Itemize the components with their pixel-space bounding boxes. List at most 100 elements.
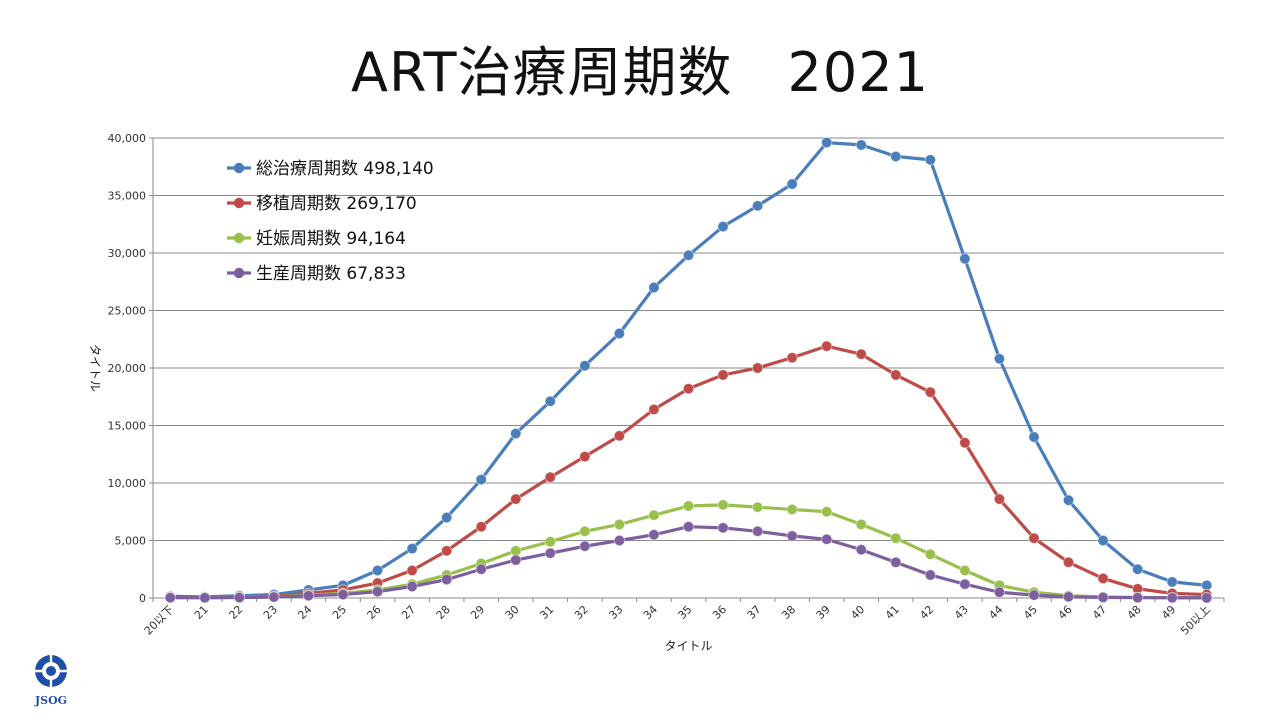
- data-point: [682, 383, 695, 395]
- data-point: [648, 509, 660, 521]
- data-point: [751, 362, 764, 374]
- x-tick-label: 24: [295, 603, 314, 622]
- legend: 総治療周期数 498,140 移植周期数 269,170 妊娠周期数 94,164 生…: [227, 159, 434, 284]
- data-point: [959, 564, 971, 577]
- series-1: [164, 136, 1213, 603]
- jsog-logo: JSOG: [26, 654, 76, 707]
- x-tick-label: 22: [226, 603, 245, 622]
- x-tick-label: 45: [1021, 603, 1040, 622]
- data-point: [993, 586, 1006, 598]
- x-tick-label: 30: [503, 603, 522, 622]
- data-point: [510, 554, 522, 566]
- data-point: [717, 522, 729, 534]
- x-tick-label: 31: [537, 603, 556, 622]
- data-point: [682, 249, 695, 262]
- data-point: [924, 548, 937, 560]
- data-point: [1097, 534, 1109, 547]
- data-point: [475, 521, 487, 533]
- data-point: [786, 503, 798, 516]
- y-tick-label: 0: [139, 592, 146, 605]
- series-4: [164, 521, 1213, 604]
- data-point: [648, 529, 660, 541]
- data-point: [855, 518, 867, 531]
- x-tick-label: 39: [814, 603, 833, 622]
- y-axis-label: タイトル: [88, 344, 102, 392]
- series-lines: [164, 136, 1213, 604]
- x-tick-label: 32: [572, 603, 591, 622]
- x-tick-label: 34: [641, 603, 660, 622]
- data-point: [579, 525, 591, 537]
- data-point: [924, 386, 937, 398]
- x-tick-label: 20以下: [142, 603, 177, 638]
- data-point: [613, 327, 626, 340]
- legend-swatch-marker: [233, 197, 245, 209]
- x-tick-label: 47: [1090, 603, 1109, 622]
- legend-swatch-marker: [233, 232, 245, 244]
- data-point: [786, 178, 798, 190]
- data-point: [1062, 556, 1075, 569]
- data-point: [613, 518, 626, 531]
- data-point: [820, 340, 833, 352]
- x-tick-label: 36: [710, 603, 729, 622]
- x-tick-label: 46: [1056, 603, 1075, 622]
- data-point: [268, 591, 280, 603]
- data-point: [717, 369, 729, 381]
- data-point: [890, 150, 902, 163]
- data-point: [1028, 431, 1040, 443]
- data-point: [371, 564, 384, 577]
- data-point: [786, 530, 798, 542]
- data-point: [751, 200, 764, 212]
- x-tick-label: 25: [330, 603, 349, 622]
- data-point: [579, 450, 591, 463]
- x-tick-label: 43: [952, 603, 971, 622]
- legend-item: 生産周期数 67,833: [227, 264, 406, 284]
- data-point: [959, 253, 971, 265]
- legend-swatch-marker: [233, 162, 245, 174]
- data-point: [682, 500, 695, 512]
- x-tick-label: 33: [606, 603, 625, 622]
- x-tick-label: 21: [192, 603, 211, 622]
- data-point: [1097, 591, 1109, 604]
- y-tick-label: 15,000: [108, 420, 147, 433]
- legend-item: 移植周期数 269,170: [227, 194, 417, 214]
- x-tick-label: 26: [365, 603, 384, 622]
- data-point: [1166, 592, 1178, 604]
- legend-item: 総治療周期数 498,140: [227, 159, 434, 179]
- x-tick-labels: 20以下 21 22 23 24 25 26 27 28 29 30 31 32 33 34 35 36 37 38…: [142, 603, 1213, 638]
- data-point: [959, 437, 971, 449]
- legend-label: 妊娠周期数 94,164: [256, 229, 406, 249]
- data-point: [786, 351, 798, 364]
- data-point: [924, 569, 937, 581]
- legend-item: 妊娠周期数 94,164: [227, 229, 406, 249]
- data-point: [440, 545, 453, 557]
- data-point: [1028, 589, 1040, 601]
- data-point: [648, 281, 660, 294]
- series-2: [164, 340, 1213, 604]
- data-point: [199, 592, 211, 604]
- data-point: [544, 547, 557, 559]
- data-point: [1062, 494, 1075, 506]
- data-point: [717, 220, 729, 233]
- data-point: [579, 360, 591, 372]
- data-point: [510, 427, 522, 440]
- data-point: [1028, 532, 1040, 544]
- x-tick-label: 40: [848, 603, 867, 622]
- data-point: [302, 590, 315, 602]
- y-tick-label: 30,000: [108, 247, 147, 260]
- x-tick-label: 49: [1159, 603, 1178, 622]
- x-tick-label: 29: [468, 603, 487, 622]
- legend-label: 生産周期数 67,833: [256, 264, 406, 284]
- data-point: [371, 585, 384, 598]
- x-tick-label: 50以上: [1178, 603, 1213, 638]
- data-point: [751, 525, 764, 537]
- data-point: [890, 556, 902, 569]
- data-point: [613, 534, 626, 547]
- data-point: [233, 591, 246, 604]
- y-tick-label: 40,000: [108, 132, 147, 145]
- data-point: [820, 533, 833, 546]
- x-tick-label: 48: [1125, 603, 1144, 622]
- data-point: [890, 369, 902, 381]
- data-point: [751, 501, 764, 513]
- y-tick-label: 35,000: [108, 190, 147, 203]
